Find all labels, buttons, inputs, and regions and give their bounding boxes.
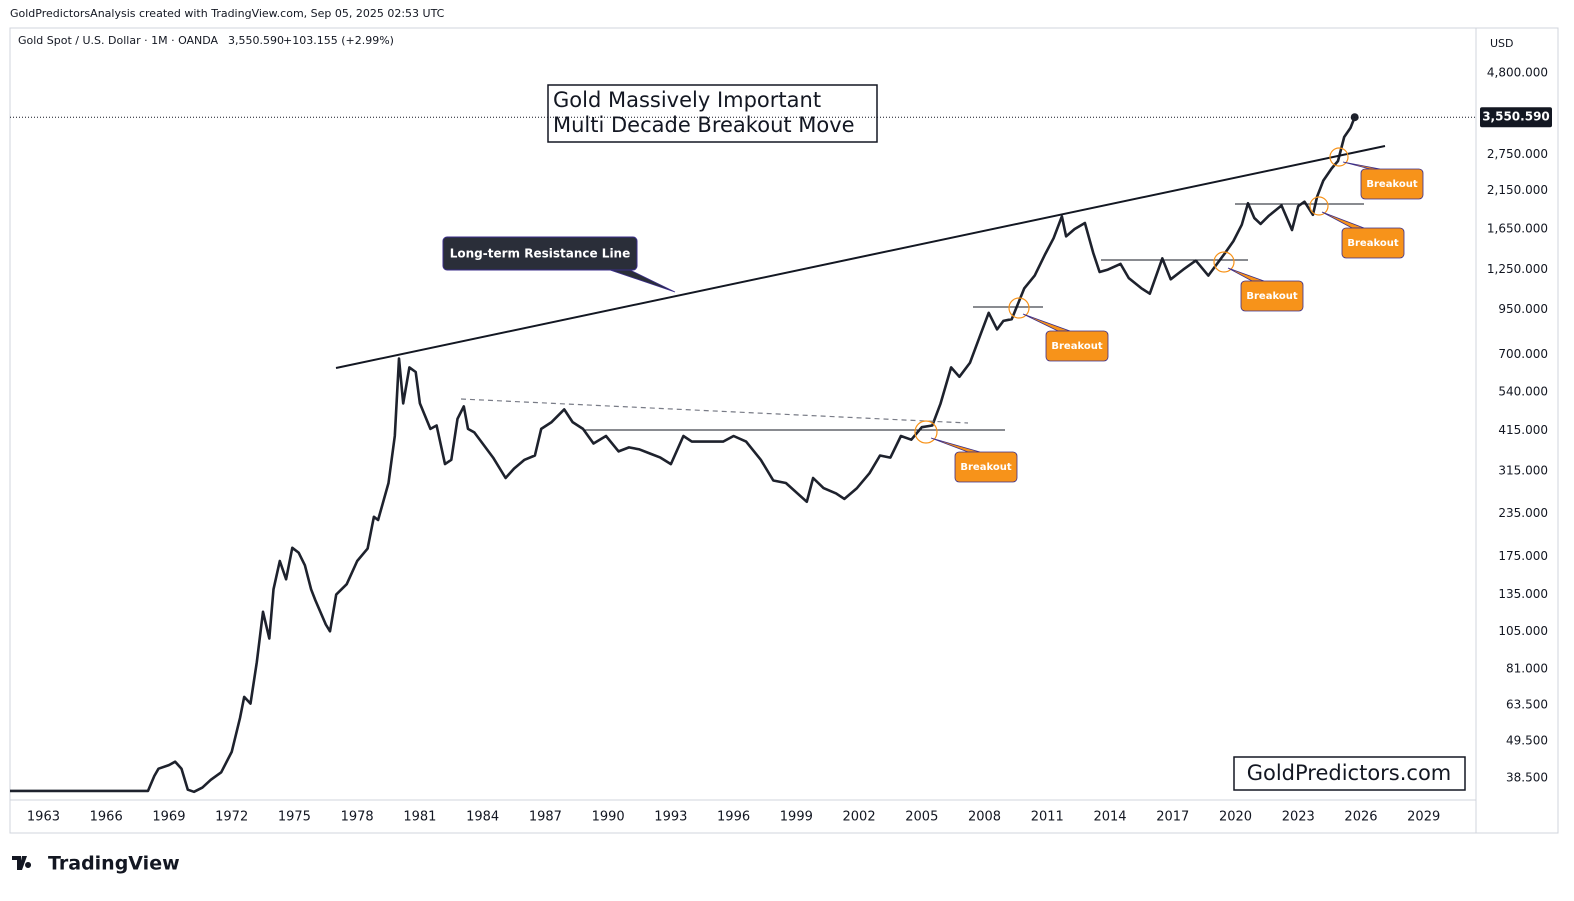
y-tick-label: 135.000 <box>1498 587 1548 601</box>
callout-box <box>1240 280 1304 312</box>
y-tick-label: 105.000 <box>1498 624 1548 638</box>
x-tick-label: 1999 <box>780 810 813 825</box>
x-tick-label: 1996 <box>717 810 750 825</box>
y-tick-label: 38.500 <box>1506 770 1548 784</box>
resistance-label: Long-term Resistance Line <box>450 247 631 261</box>
x-tick-label: 1963 <box>27 810 60 825</box>
last-price-box <box>1480 107 1552 128</box>
breakout-circle <box>1309 196 1329 216</box>
y-tick-label: 540.000 <box>1498 385 1548 399</box>
x-tick-label: 2020 <box>1219 810 1252 825</box>
breakout-label: Breakout <box>1246 291 1297 302</box>
x-tick-label: 1984 <box>466 810 499 825</box>
x-tick-label: 2008 <box>968 810 1001 825</box>
price-line <box>10 116 1356 794</box>
breakout-circle <box>914 420 938 444</box>
resistance-line <box>335 145 1386 369</box>
x-tick-label: 2023 <box>1282 810 1315 825</box>
x-tick-label: 2002 <box>843 810 876 825</box>
resistance-label-box <box>442 236 638 271</box>
series-name: Gold Spot / U.S. Dollar · 1M · OANDA <box>18 34 219 47</box>
breakout-circle <box>1329 147 1349 167</box>
chart-title: Multi Decade Breakout Move <box>553 113 855 137</box>
y-tick-label: 700.000 <box>1498 347 1548 361</box>
x-tick-label: 1993 <box>654 810 687 825</box>
header-price: 3,550.590 <box>228 34 284 47</box>
y-tick-label: 1,650.000 <box>1487 222 1548 236</box>
breakout-callouts <box>930 161 1424 483</box>
watermark: GoldPredictors.com <box>1247 761 1452 785</box>
last-price-label: 3,550.590 <box>1482 110 1550 124</box>
x-tick-label: 1966 <box>90 810 123 825</box>
brand-icon <box>12 856 32 870</box>
breakout-label: Breakout <box>960 462 1011 473</box>
breakout-label: Breakout <box>1051 341 1102 352</box>
breakout-circle <box>1008 297 1030 319</box>
x-tick-label: 1981 <box>403 810 436 825</box>
callout-box <box>1360 168 1424 200</box>
callout-box <box>1341 227 1405 259</box>
x-tick-label: 1972 <box>215 810 248 825</box>
y-tick-label: 81.000 <box>1506 662 1548 676</box>
breakout-circles <box>914 147 1349 444</box>
x-tick-label: 2029 <box>1407 810 1440 825</box>
y-tick-label: 175.000 <box>1498 549 1548 563</box>
currency: USD <box>1490 37 1514 50</box>
chart-frame <box>9 27 1559 834</box>
y-tick-label: 315.000 <box>1498 463 1548 477</box>
y-tick-label: 950.000 <box>1498 302 1548 316</box>
x-tick-label: 1975 <box>278 810 311 825</box>
breakout-label: Breakout <box>1347 238 1398 249</box>
x-tick-label: 2017 <box>1156 810 1189 825</box>
x-tick-label: 1990 <box>592 810 625 825</box>
x-tick-label: 2005 <box>905 810 938 825</box>
y-tick-label: 4,800.000 <box>1487 66 1548 80</box>
breakout-label: Breakout <box>1366 179 1417 190</box>
brand-logo: TradingView <box>12 853 180 875</box>
y-tick-label: 415.000 <box>1498 423 1548 437</box>
y-tick-label: 235.000 <box>1498 506 1548 520</box>
breakout-circle <box>1213 251 1235 273</box>
y-tick-label: 1,250.000 <box>1487 262 1548 276</box>
header-change: +103.155 (+2.99%) <box>283 34 394 47</box>
dashed-trendline <box>460 398 969 424</box>
x-tick-label: 1969 <box>152 810 185 825</box>
brand-name: TradingView <box>48 853 180 875</box>
attribution: GoldPredictorsAnalysis created with Trad… <box>10 7 445 20</box>
x-tick-label: 2026 <box>1344 810 1377 825</box>
y-tick-label: 2,750.000 <box>1487 147 1548 161</box>
breakout-levels <box>584 203 1364 431</box>
title-box <box>547 84 878 143</box>
callout-box <box>1045 330 1109 362</box>
y-tick-label: 49.500 <box>1506 734 1548 748</box>
x-tick-label: 2011 <box>1031 810 1064 825</box>
chart-title: Gold Massively Important <box>553 88 821 112</box>
y-tick-label: 63.500 <box>1506 697 1548 711</box>
watermark-box <box>1233 756 1466 791</box>
callout-box <box>954 451 1018 483</box>
x-tick-label: 1987 <box>529 810 562 825</box>
x-tick-label: 1978 <box>341 810 374 825</box>
x-tick-label: 2014 <box>1093 810 1126 825</box>
y-tick-label: 2,150.000 <box>1487 183 1548 197</box>
